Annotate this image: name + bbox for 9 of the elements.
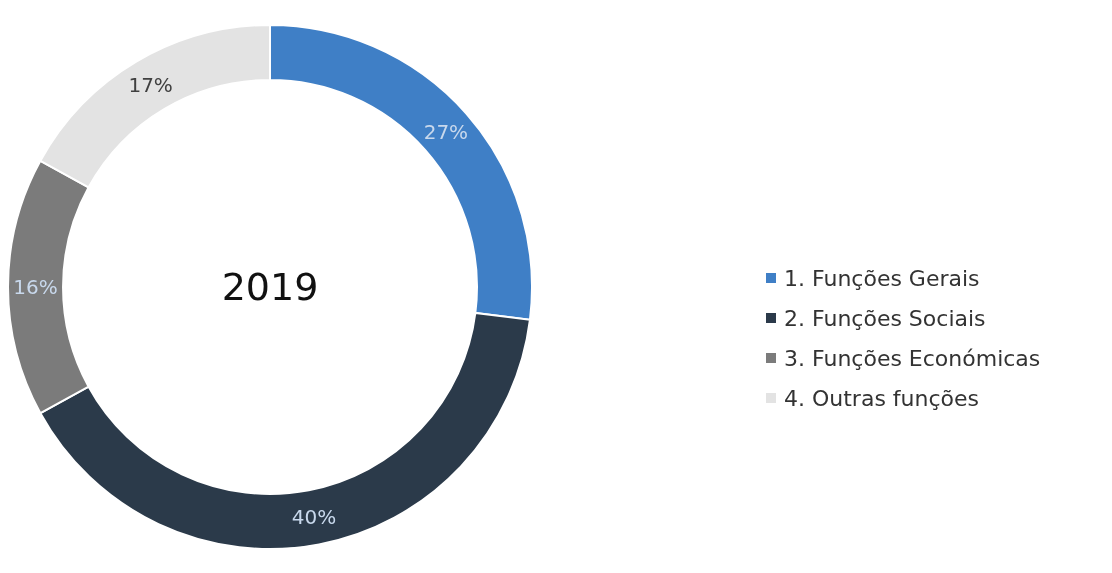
data-label: 17% (128, 73, 173, 98)
data-label: 27% (423, 119, 469, 144)
data-label: 40% (291, 505, 337, 530)
text: 2019 (221, 265, 319, 309)
legend-label: 2. Funções Sociais (784, 305, 986, 331)
data-label: 16% (13, 275, 58, 299)
legend-label: 4. Outras funções (784, 385, 980, 411)
legend-label: 1. Funções Gerais (784, 265, 980, 291)
legend-label: 3. Funções Económicas (784, 345, 1041, 371)
